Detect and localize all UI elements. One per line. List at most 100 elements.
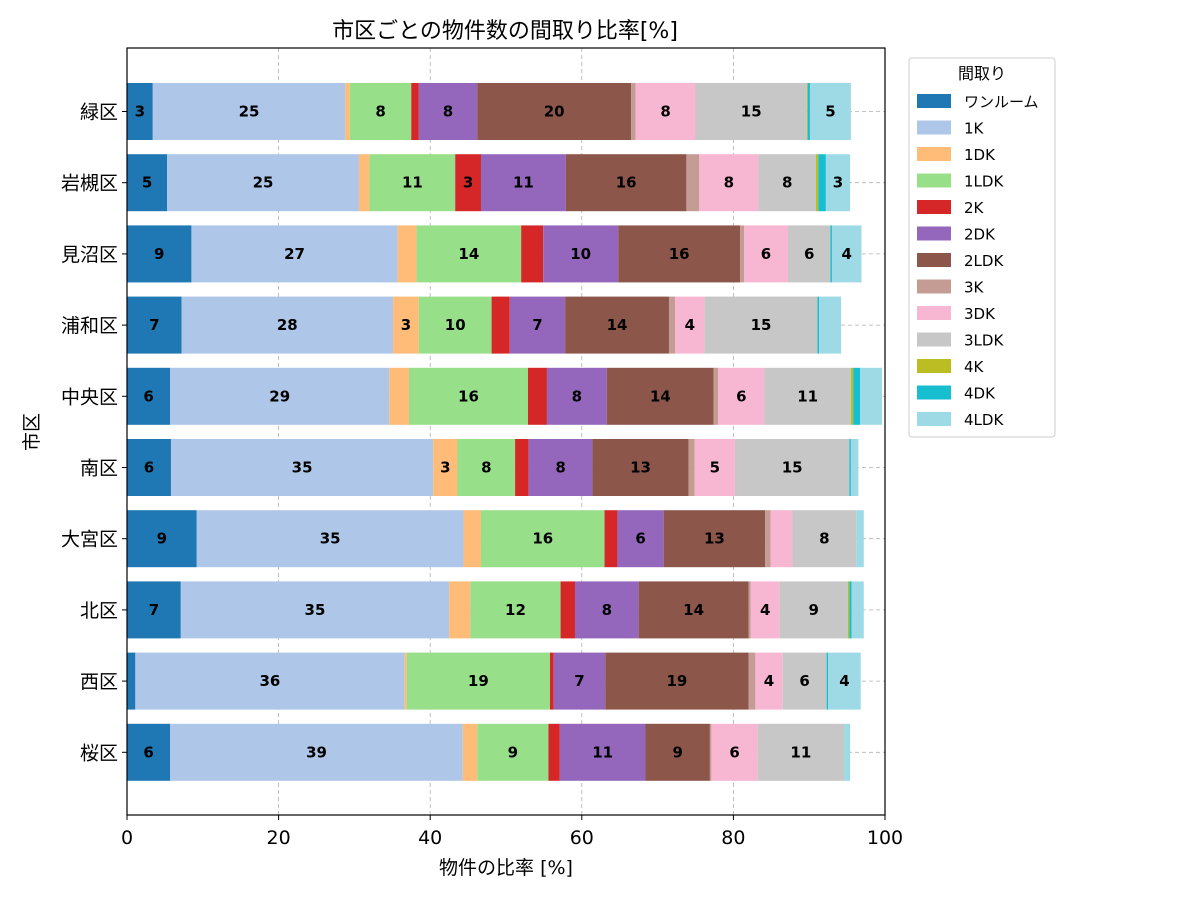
bar-segment — [631, 83, 636, 140]
data-label: 8 — [572, 387, 582, 405]
data-label: 3 — [135, 103, 145, 121]
data-label: 13 — [630, 459, 651, 477]
bar-segment — [127, 723, 171, 781]
bar-segment — [826, 652, 829, 710]
bar-segment — [853, 367, 860, 425]
data-label: 7 — [149, 601, 159, 619]
bar-segment — [849, 439, 851, 496]
data-label: 11 — [402, 174, 423, 192]
data-label: 13 — [704, 530, 725, 548]
bar-segment — [818, 154, 826, 212]
data-label: 39 — [306, 743, 327, 761]
bar-segment — [181, 296, 394, 354]
data-label: 35 — [320, 530, 341, 548]
bar-segment — [849, 581, 852, 639]
bar-segment — [713, 367, 719, 425]
legend-label: 4K — [964, 358, 985, 376]
legend-label: 4DK — [964, 385, 996, 403]
bar-segment — [635, 83, 696, 140]
bar-segment — [418, 296, 492, 354]
bar-segment — [819, 296, 842, 354]
data-label: 8 — [724, 174, 734, 192]
x-tick-label: 60 — [570, 827, 594, 849]
bar-segment — [748, 652, 756, 710]
data-label: 7 — [574, 672, 584, 690]
bar-segment — [521, 225, 544, 283]
bar-segment — [668, 296, 676, 354]
bar-segment — [830, 225, 832, 283]
data-label: 8 — [555, 459, 565, 477]
bar-segment — [764, 367, 851, 425]
legend-title: 間取り — [958, 64, 1006, 83]
legend-label: 1K — [964, 120, 985, 138]
bar-segment — [404, 652, 407, 710]
bar-segment — [859, 367, 882, 425]
data-label: 6 — [144, 459, 154, 477]
plot-frame — [126, 47, 886, 816]
bar-segment — [638, 581, 749, 639]
x-tick-label: 0 — [121, 827, 133, 849]
bar-segment — [463, 510, 481, 568]
legend-label: 4LDK — [964, 411, 1004, 429]
bar-segment — [844, 723, 851, 781]
bar-segment — [817, 296, 820, 354]
data-label: 12 — [505, 601, 526, 619]
data-label: 8 — [819, 530, 829, 548]
legend-swatch — [917, 253, 951, 267]
bar-segment — [127, 296, 182, 354]
x-tick-label: 80 — [721, 827, 745, 849]
bar-segment — [397, 225, 417, 283]
legend-swatch — [917, 200, 951, 214]
bar-segment — [765, 510, 771, 568]
legend-label: 2K — [964, 199, 985, 217]
bar-segment — [406, 652, 550, 710]
bar-segment — [734, 439, 850, 496]
bar-segment — [645, 723, 710, 781]
bar-segment — [553, 652, 606, 710]
bar-segment — [349, 83, 412, 140]
bar-segment — [560, 581, 575, 639]
bar-segment — [618, 225, 741, 283]
legend: 間取り ワンルーム 1K 1DK 1LDK 2K 2DK 2LDK 3K 3DK 3LDK 4K 4D… — [908, 57, 1056, 438]
legend-swatch — [917, 412, 951, 426]
data-label: 25 — [239, 103, 260, 121]
data-label: 4 — [685, 316, 695, 334]
legend-swatch — [917, 226, 951, 241]
data-label: 9 — [154, 245, 164, 263]
bar-segment — [718, 367, 765, 425]
data-label: 14 — [458, 245, 479, 263]
data-label: 6 — [804, 245, 814, 263]
data-label: 16 — [616, 174, 637, 192]
y-tick-label: 浦和区 — [61, 315, 118, 337]
data-label: 35 — [305, 601, 326, 619]
bar-segment — [393, 296, 419, 354]
bar-segment — [694, 439, 735, 496]
bar-segment — [792, 510, 857, 568]
legend-swatch — [917, 120, 951, 135]
data-label: 16 — [458, 387, 479, 405]
data-label: 3 — [463, 174, 473, 192]
data-label: 8 — [375, 103, 385, 121]
bar-segment — [127, 439, 171, 496]
bar-segment — [167, 154, 359, 212]
data-label: 5 — [142, 174, 152, 192]
data-label: 5 — [825, 103, 835, 121]
bar-segment — [358, 154, 370, 212]
y-tick-label: 見沼区 — [61, 244, 118, 266]
legend-label: 1LDK — [964, 173, 1004, 191]
data-label: 6 — [761, 245, 771, 263]
bar-segment — [758, 154, 817, 212]
y-tick-label: 中央区 — [61, 386, 118, 408]
data-label: 6 — [143, 743, 153, 761]
data-label: 10 — [570, 245, 591, 263]
data-label: 11 — [592, 743, 613, 761]
bar-segment — [170, 723, 463, 781]
data-label: 29 — [269, 387, 290, 405]
data-label: 6 — [729, 743, 739, 761]
legend-swatch — [917, 359, 951, 373]
y-tick-label: 緑区 — [80, 102, 118, 124]
bar-segment — [196, 510, 464, 568]
data-label: 9 — [809, 601, 819, 619]
bar-segment — [816, 154, 819, 212]
